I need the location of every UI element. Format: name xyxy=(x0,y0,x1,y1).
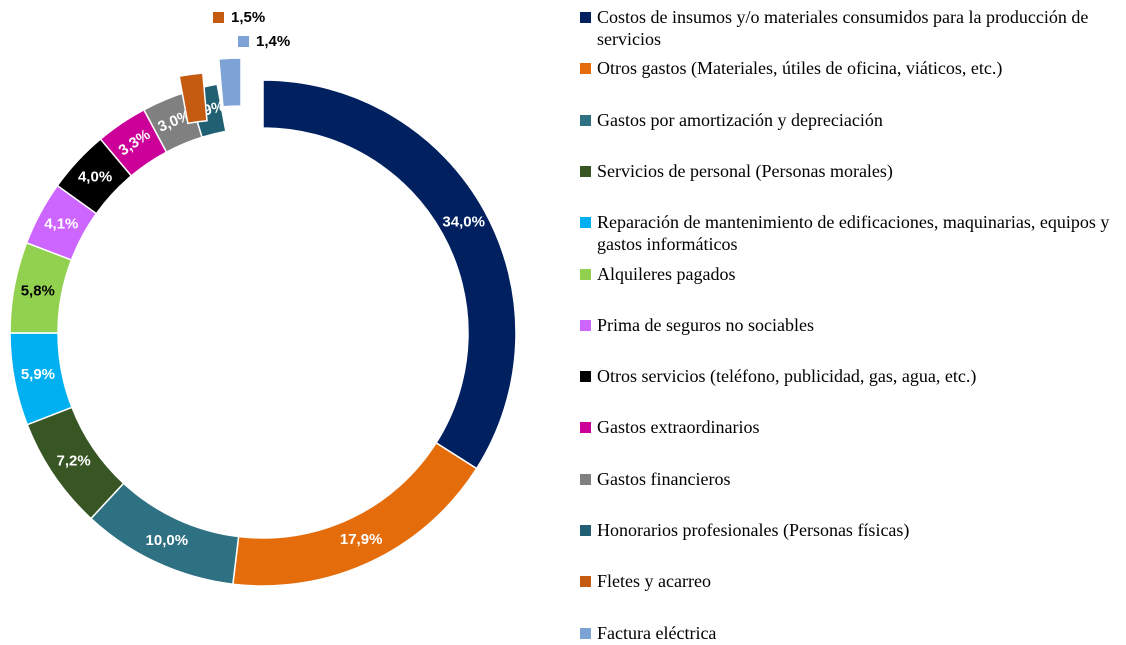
data-label: 4,0% xyxy=(78,168,112,185)
legend-swatch xyxy=(580,63,591,75)
data-label: 4,1% xyxy=(44,216,78,233)
legend-swatch xyxy=(580,576,591,588)
legend-item: Otros servicios (teléfono, publicidad, g… xyxy=(580,365,1120,387)
data-label: 5,8% xyxy=(21,282,55,299)
legend-swatch xyxy=(580,627,591,639)
data-label: 7,2% xyxy=(56,453,90,470)
legend-label: Factura eléctrica xyxy=(597,622,717,643)
legend-swatch xyxy=(580,422,591,434)
legend-item: Otros gastos (Materiales, útiles de ofic… xyxy=(580,57,1120,79)
data-label: 1,5% xyxy=(231,9,265,26)
legend-item: Gastos extraordinarios xyxy=(580,416,1120,438)
donut-slice xyxy=(262,79,517,470)
legend-swatch xyxy=(580,371,591,383)
donut-slice xyxy=(178,72,208,125)
legend-item: Honorarios profesionales (Personas físic… xyxy=(580,519,1120,541)
legend-item: Gastos financieros xyxy=(580,468,1120,490)
legend-label: Honorarios profesionales (Personas físic… xyxy=(597,520,910,540)
legend-label: Alquileres pagados xyxy=(597,263,736,284)
label-swatch xyxy=(238,36,249,47)
data-label: 17,9% xyxy=(340,531,383,548)
legend-swatch xyxy=(580,165,591,177)
legend-item: Factura eléctrica xyxy=(580,622,1120,644)
legend-swatch xyxy=(580,473,591,485)
legend-swatch xyxy=(580,319,591,331)
legend-label: Gastos financieros xyxy=(597,468,731,489)
legend-swatch xyxy=(580,217,591,229)
legend-label: Otros servicios (teléfono, publicidad, g… xyxy=(597,366,977,387)
legend-label: Reparación de mantenimiento de edificaci… xyxy=(597,212,1110,255)
data-label: 5,9% xyxy=(21,366,55,383)
legend-item: Prima de seguros no sociables xyxy=(580,314,1120,336)
legend-item: Gastos por amortización y depreciación xyxy=(580,109,1120,131)
legend-label: Gastos por amortización y depreciación xyxy=(597,109,883,130)
legend-label: Costos de insumos y/o materiales consumi… xyxy=(597,7,1089,49)
legend-label: Otros gastos (Materiales, útiles de ofic… xyxy=(597,58,1003,79)
legend-swatch xyxy=(580,268,591,280)
data-label: 1,4% xyxy=(256,33,290,50)
legend-swatch xyxy=(580,114,591,126)
legend-item: Reparación de mantenimiento de edificaci… xyxy=(580,211,1120,255)
legend-item: Fletes y acarreo xyxy=(580,570,1120,592)
legend-item: Alquileres pagados xyxy=(580,263,1120,285)
data-label: 34,0% xyxy=(442,214,485,231)
donut: 34,0%17,9%10,0%7,2%5,9%5,8%4,1%4,0%3,3%3… xyxy=(9,9,517,587)
donut-slice xyxy=(217,57,242,108)
legend-label: Fletes y acarreo xyxy=(597,571,711,592)
legend-item: Servicios de personal (Personas morales) xyxy=(580,160,1120,182)
legend-swatch xyxy=(580,12,591,23)
legend-label: Gastos extraordinarios xyxy=(597,417,760,438)
legend-item: Costos de insumos y/o materiales consumi… xyxy=(580,6,1120,50)
legend-label: Servicios de personal (Personas morales) xyxy=(597,160,893,181)
label-swatch xyxy=(213,12,224,23)
legend-swatch xyxy=(580,525,591,536)
data-label: 10,0% xyxy=(146,532,189,549)
legend-label: Prima de seguros no sociables xyxy=(597,314,814,335)
donut-slice xyxy=(232,441,478,587)
